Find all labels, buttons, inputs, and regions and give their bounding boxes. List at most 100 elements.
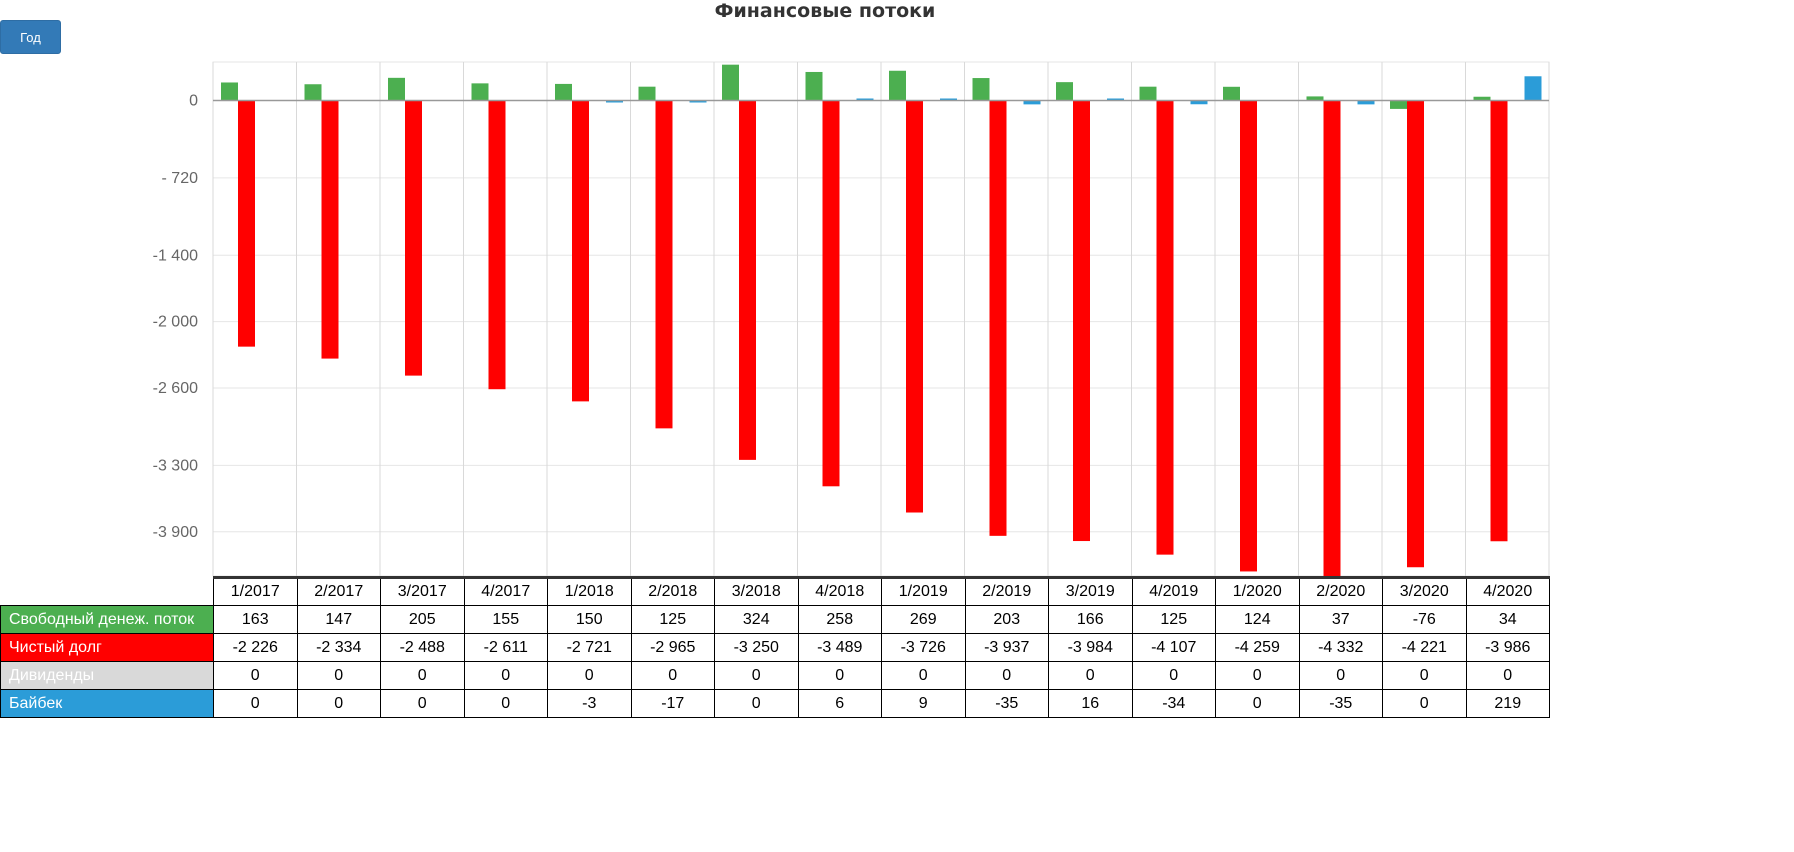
table-cell: 324: [714, 605, 799, 634]
table-cell: 150: [547, 605, 632, 634]
table-cell: 0: [1215, 661, 1300, 690]
row-label-net-debt: Чистый долг: [0, 633, 214, 662]
table-cell: 219: [1465, 689, 1550, 718]
bar-net_debt: [739, 100, 756, 460]
data-table: 1/2017 2/2017 3/2017 4/2017 1/2018 2/2018 3/20…: [0, 576, 1550, 718]
table-cell: 0: [1382, 661, 1467, 690]
bar-fcf: [638, 86, 656, 101]
table-cell: -3 726: [881, 633, 966, 662]
table-cell: 0: [1298, 661, 1383, 690]
bar-fcf: [388, 77, 405, 101]
table-cell: -76: [1382, 605, 1467, 634]
bar-fcf: [805, 71, 823, 101]
table-cell: 0: [296, 689, 381, 718]
table-cell: -4 107: [1131, 633, 1216, 662]
table-header-row: 1/2017 2/2017 3/2017 4/2017 1/2018 2/2018 3/20…: [1, 576, 1550, 606]
table-header-period: 4/2018: [797, 576, 882, 606]
bar-buyback: [1023, 100, 1041, 105]
bar-net_debt: [488, 100, 506, 390]
y-tick-label: -3 300: [153, 457, 198, 474]
table-header-period: 3/2017: [380, 576, 465, 606]
table-cell: -35: [1298, 689, 1383, 718]
bar-net_debt: [1073, 100, 1090, 542]
table-cell: -34: [1131, 689, 1216, 718]
bar-net_debt: [822, 100, 840, 487]
table-header-period: 3/2018: [714, 576, 799, 606]
table-cell: -2 721: [547, 633, 632, 662]
bar-net_debt: [989, 100, 1007, 536]
y-tick-label: -2 600: [153, 380, 198, 397]
table-cell: 0: [1465, 661, 1550, 690]
table-cell: 6: [797, 689, 882, 718]
table-cell: 0: [881, 661, 966, 690]
table-cell: 0: [463, 689, 548, 718]
row-label-buyback: Байбек: [0, 689, 214, 718]
table-cell: -4 332: [1298, 633, 1383, 662]
y-tick-label: -3 900: [153, 524, 198, 541]
table-cell: -2 611: [463, 633, 548, 662]
table-cell: 0: [964, 661, 1049, 690]
table-cell: -3 489: [797, 633, 882, 662]
bar-fcf: [304, 84, 322, 101]
table-cell: 203: [964, 605, 1049, 634]
bar-buyback: [1107, 98, 1124, 101]
bar-chart: 0 - 720 -1 400 -2 000 -2 600 -3 300 -3 900: [153, 61, 1550, 577]
bar-fcf: [722, 64, 739, 101]
bar-buyback: [1190, 100, 1208, 105]
table-row-buyback: Байбек 0 0 0 0 -3 -17 0 6 9 -35 16 -34 0 -35 0 219: [0, 689, 1550, 718]
table-header-period: 2/2020: [1298, 576, 1383, 606]
table-cell: 0: [1382, 689, 1467, 718]
bar-fcf: [471, 83, 489, 101]
table-cell: -2 226: [213, 633, 298, 662]
bar-net_debt: [321, 100, 339, 359]
table-header-period: 2/2017: [296, 576, 381, 606]
table-header-period: 3/2019: [1048, 576, 1133, 606]
bar-fcf: [1139, 86, 1157, 101]
y-tick-label: -1 400: [153, 247, 198, 264]
table-cell: 0: [1215, 689, 1300, 718]
bar-net_debt: [1490, 100, 1508, 542]
y-tick-label: - 720: [162, 170, 199, 187]
bar-buyback: [1357, 100, 1375, 105]
bar-fcf: [221, 82, 238, 101]
table-header-period: 1/2018: [547, 576, 632, 606]
table-cell: 9: [881, 689, 966, 718]
chart-title: Финансовые потоки: [714, 0, 936, 22]
bar-buyback: [940, 98, 957, 101]
bar-fcf: [1390, 100, 1407, 109]
table-header-period: 2/2018: [630, 576, 715, 606]
table-header-period: 4/2019: [1131, 576, 1216, 606]
table-cell: 125: [630, 605, 715, 634]
bar-buyback: [606, 100, 623, 103]
row-label-fcf: Свободный денеж. поток: [0, 605, 214, 634]
table-cell: 0: [213, 661, 298, 690]
table-cell: -2 965: [630, 633, 715, 662]
table-cell: 0: [380, 689, 465, 718]
bar-net_debt: [1156, 100, 1174, 555]
table-cell: 258: [797, 605, 882, 634]
table-cell: 155: [463, 605, 548, 634]
table-row-net-debt: Чистый долг -2 226 -2 334 -2 488 -2 611 -2 72…: [0, 633, 1550, 662]
bar-fcf: [889, 70, 906, 101]
bar-net_debt: [1323, 100, 1341, 576]
table-header-period: 4/2020: [1465, 576, 1550, 606]
bar-fcf: [1473, 96, 1491, 101]
year-period-button[interactable]: Год: [0, 20, 61, 54]
table-header-period: 1/2020: [1215, 576, 1300, 606]
table-cell: -4 259: [1215, 633, 1300, 662]
table-cell: 0: [547, 661, 632, 690]
bar-net_debt: [906, 100, 923, 513]
bar-net_debt: [572, 100, 589, 402]
table-cell: -3 937: [964, 633, 1049, 662]
bar-net_debt: [1240, 100, 1257, 572]
table-header-period: 3/2020: [1382, 576, 1467, 606]
table-cell: -2 488: [380, 633, 465, 662]
table-cell: 166: [1048, 605, 1133, 634]
bar-fcf: [1223, 86, 1240, 101]
table-cell: 16: [1048, 689, 1133, 718]
table-cell: -3: [547, 689, 632, 718]
table-cell: 0: [296, 661, 381, 690]
table-row-fcf: Свободный денеж. поток 163 147 205 155 150 125…: [0, 605, 1550, 634]
table-cell: 124: [1215, 605, 1300, 634]
table-cell: -17: [630, 689, 715, 718]
